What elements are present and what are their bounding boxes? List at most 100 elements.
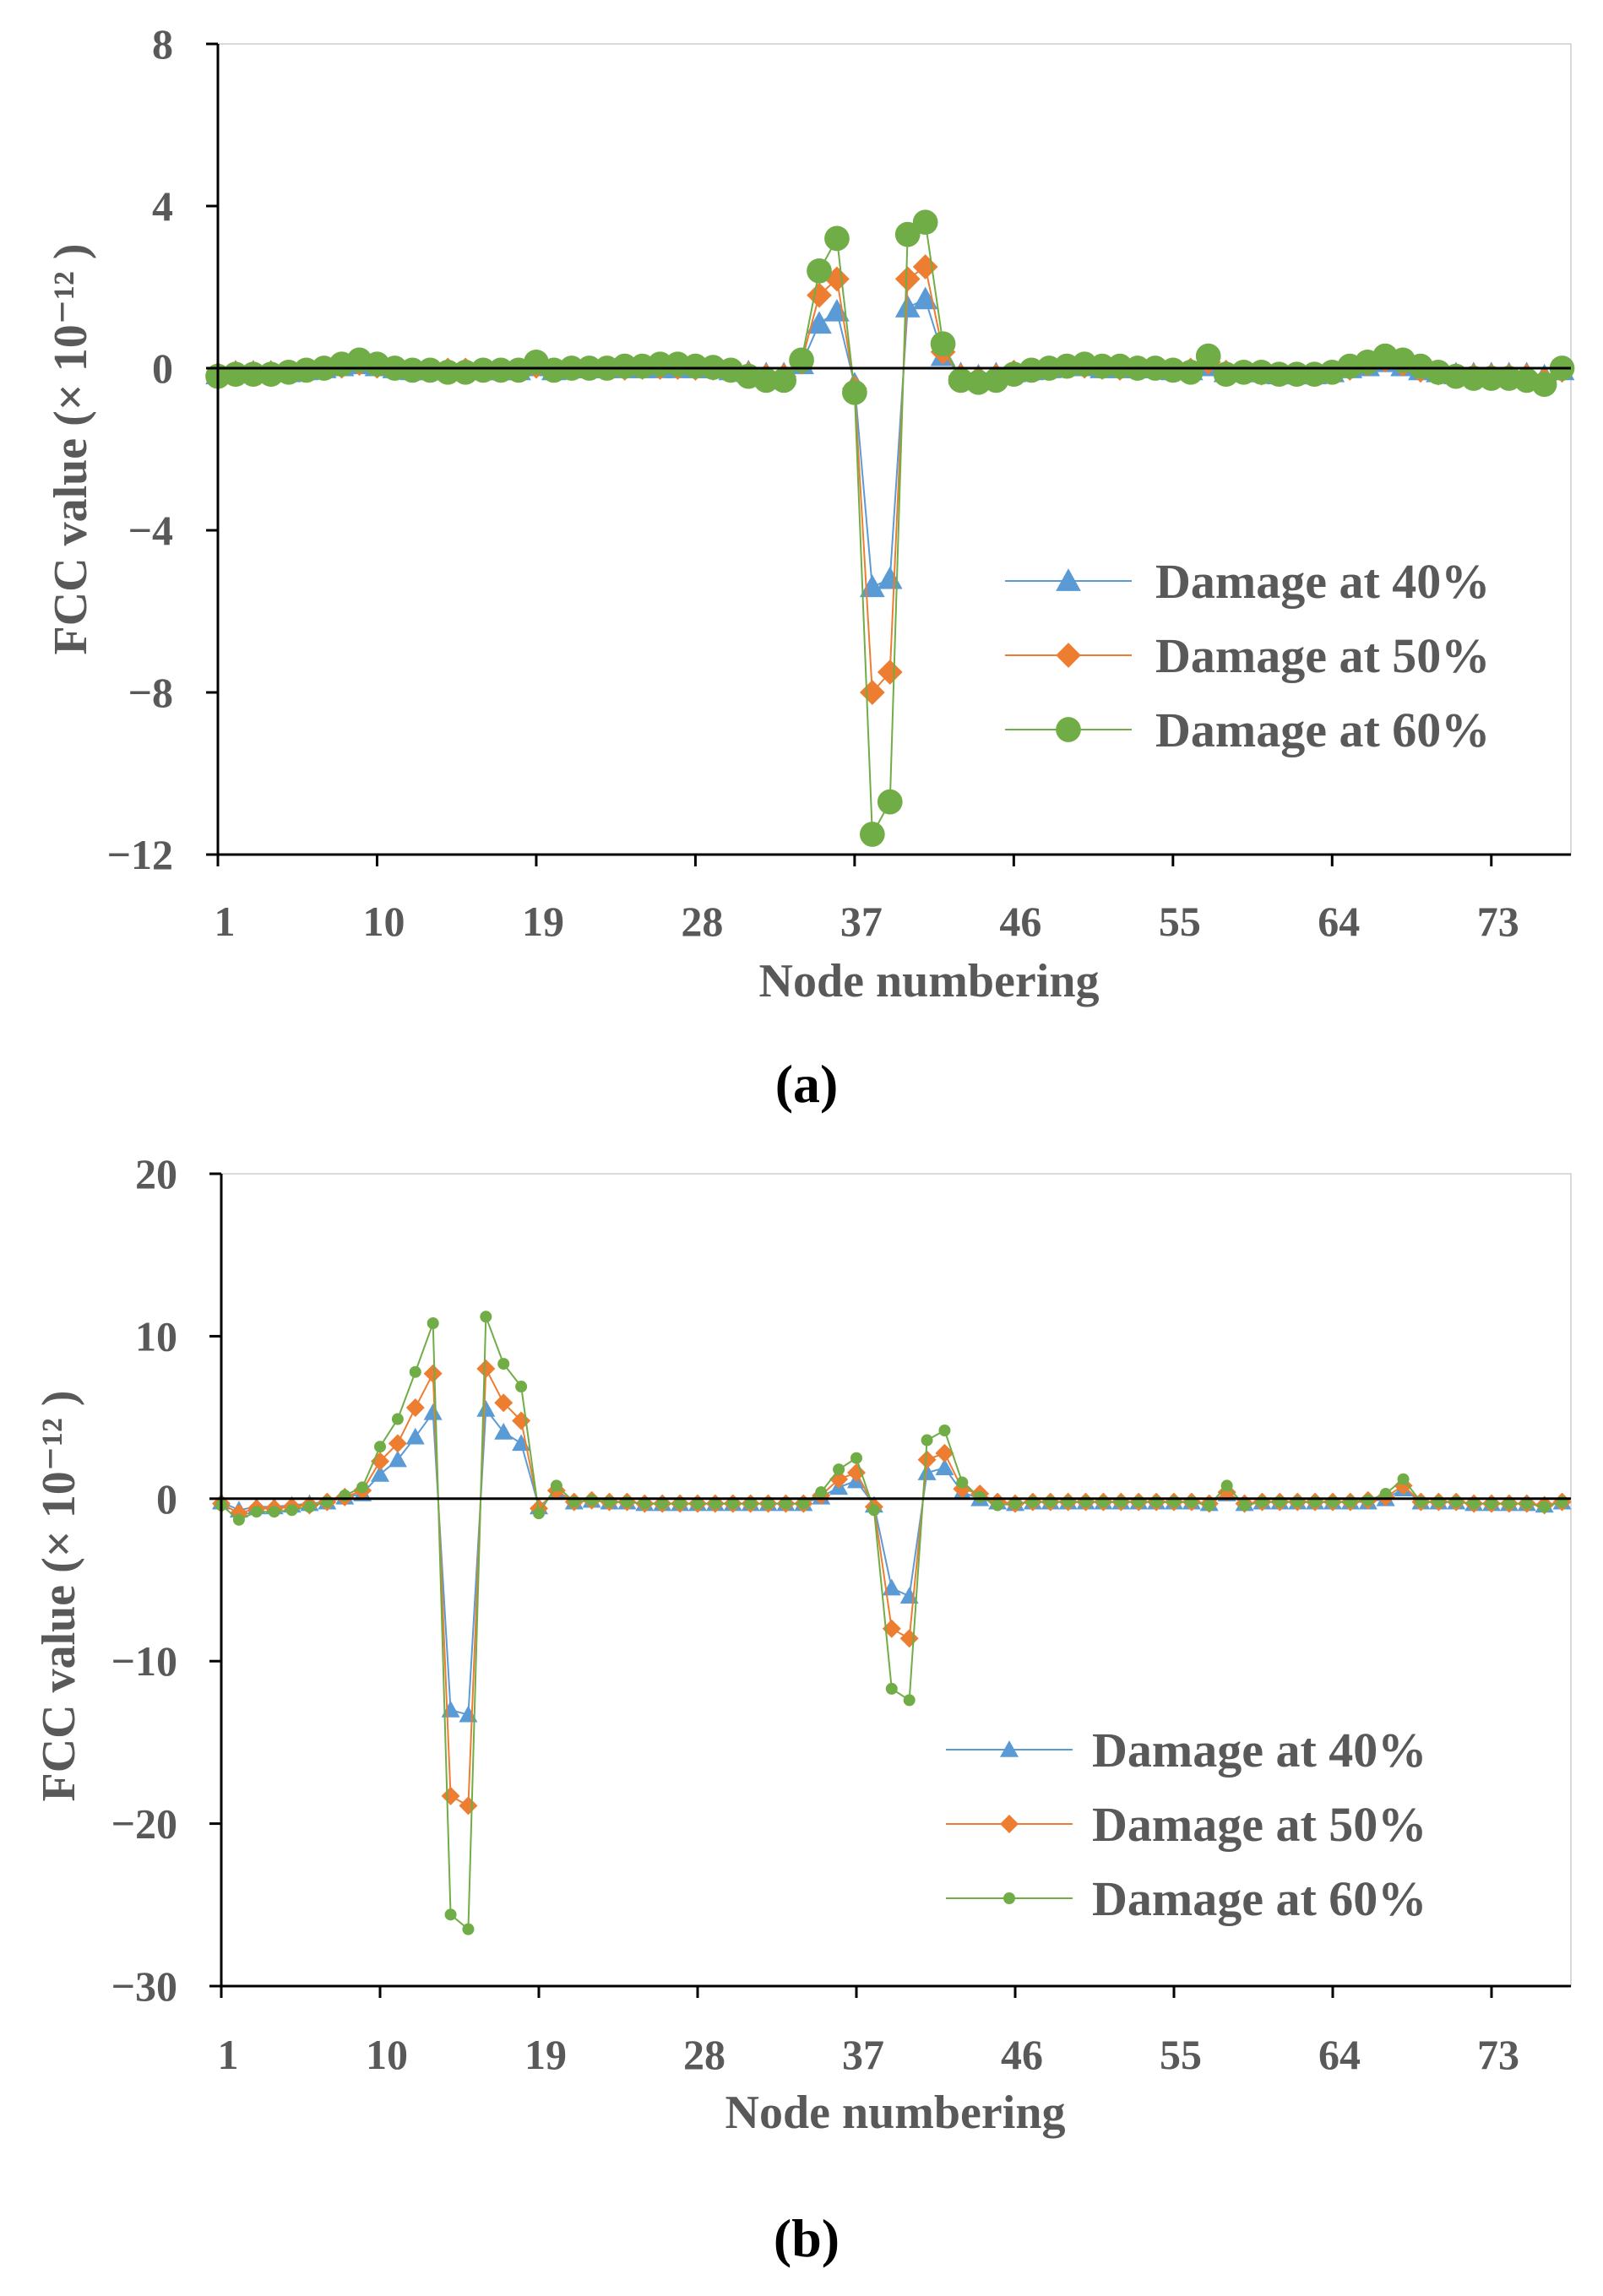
- data-point: [647, 351, 673, 377]
- legend-marker: [1000, 1740, 1019, 1757]
- data-point: [930, 331, 956, 357]
- x-tick-label: 73: [1477, 898, 1519, 945]
- data-point: [638, 1497, 651, 1510]
- data-point: [797, 1497, 810, 1510]
- legend-b: Damage at 40% Damage at 50% Damage at 60%: [946, 1723, 1426, 1926]
- data-point: [585, 1494, 598, 1506]
- x-tick-label: 73: [1477, 2031, 1519, 2078]
- data-point: [912, 286, 938, 310]
- data-point: [903, 1694, 916, 1707]
- data-point: [789, 347, 814, 373]
- data-point: [894, 221, 921, 247]
- data-point: [1397, 1473, 1410, 1485]
- series-marks-b: [212, 1311, 1572, 1935]
- data-point: [762, 1497, 774, 1510]
- x-tick-label: 1: [215, 898, 236, 945]
- data-point: [356, 1481, 369, 1494]
- data-point: [847, 1463, 866, 1483]
- data-point: [726, 1497, 739, 1510]
- data-point: [877, 659, 903, 685]
- data-point: [476, 1399, 496, 1417]
- data-point: [1203, 1499, 1215, 1512]
- tick-labels-a: 8 4 0 −4 −8 −12 1 10 19 28 37 46 55 64 73: [107, 20, 1519, 945]
- x-tick-label: 55: [1160, 2031, 1202, 2078]
- data-point: [476, 1359, 496, 1378]
- data-point: [480, 1311, 492, 1323]
- y-tick-label: 10: [135, 1312, 177, 1360]
- data-point: [877, 566, 903, 589]
- data-point: [409, 1365, 421, 1378]
- x-tick-label: 28: [681, 898, 723, 945]
- data-point: [470, 357, 496, 383]
- legend-entry-3: Damage at 60%: [1005, 703, 1490, 757]
- data-point: [1520, 1497, 1533, 1510]
- data-point: [423, 1364, 443, 1383]
- axes-b: [209, 1172, 1571, 1998]
- x-tick-label: 1: [218, 2031, 239, 2078]
- data-point: [494, 1393, 514, 1413]
- y-tick-label: −8: [128, 669, 174, 716]
- legend-marker: [1056, 568, 1081, 591]
- legend-entry-1: Damage at 40%: [1005, 554, 1490, 609]
- y-tick-label: −10: [111, 1637, 178, 1685]
- data-point: [1177, 359, 1204, 385]
- axes-a: [206, 42, 1571, 866]
- data-point: [1486, 1497, 1497, 1510]
- data-point: [533, 1507, 545, 1520]
- data-point: [611, 353, 638, 379]
- data-point: [515, 1381, 528, 1393]
- data-point: [692, 1497, 704, 1510]
- data-point: [1379, 1488, 1392, 1501]
- legend-label: Damage at 50%: [1092, 1797, 1426, 1852]
- plot-area-border: [220, 1173, 1572, 1987]
- data-point: [494, 1422, 514, 1440]
- data-point: [850, 1452, 862, 1464]
- data-point: [1468, 1497, 1481, 1510]
- x-tick-label: 28: [683, 2031, 725, 2078]
- series-3: [215, 1311, 1568, 1935]
- legend-marker: [1000, 1815, 1019, 1833]
- data-point: [709, 1497, 721, 1510]
- legend-a: Damage at 40% Damage at 50% Damage at 60%: [1005, 554, 1490, 757]
- x-axis-title: Node numbering: [725, 2087, 1066, 2139]
- data-point: [877, 789, 903, 815]
- data-point: [867, 1504, 880, 1517]
- data-point: [1531, 372, 1557, 398]
- y-tick-label: 20: [135, 1150, 177, 1197]
- legend-label: Damage at 40%: [1092, 1723, 1426, 1778]
- tick-labels-b: 20 10 0 −10 −20 −30 1 10 19 28 37 46 55 64 73: [111, 1150, 1520, 2078]
- data-point: [488, 357, 514, 383]
- data-point: [674, 1497, 687, 1510]
- data-point: [656, 1497, 669, 1510]
- panel-caption-a: (a): [775, 1054, 839, 1114]
- data-point: [405, 1427, 425, 1445]
- legend-entry-2: Damage at 50%: [946, 1797, 1426, 1852]
- data-point: [459, 1796, 478, 1816]
- series-1: [205, 286, 1575, 598]
- data-point: [423, 1403, 443, 1420]
- data-point: [1238, 1499, 1251, 1512]
- y-tick-label: −20: [111, 1800, 178, 1848]
- data-point: [303, 1501, 316, 1513]
- y-tick-label: 8: [152, 20, 173, 68]
- x-tick-label: 19: [524, 2031, 567, 2078]
- data-point: [974, 1490, 986, 1503]
- data-point: [268, 1506, 280, 1518]
- data-point: [771, 367, 796, 394]
- data-point: [405, 1398, 425, 1418]
- data-point: [894, 266, 921, 292]
- data-point: [285, 1504, 298, 1517]
- data-point: [894, 295, 921, 318]
- data-point: [1009, 1497, 1021, 1510]
- data-point: [824, 225, 850, 252]
- y-tick-label: −30: [111, 1962, 178, 2010]
- x-tick-label: 10: [362, 898, 405, 945]
- legend-entry-1: Damage at 40%: [946, 1723, 1426, 1778]
- x-tick-label: 64: [1318, 2031, 1361, 2078]
- data-point: [842, 379, 867, 405]
- data-point: [1460, 366, 1486, 391]
- data-point: [833, 1463, 845, 1476]
- data-point: [992, 1499, 1004, 1512]
- data-point: [885, 1682, 898, 1695]
